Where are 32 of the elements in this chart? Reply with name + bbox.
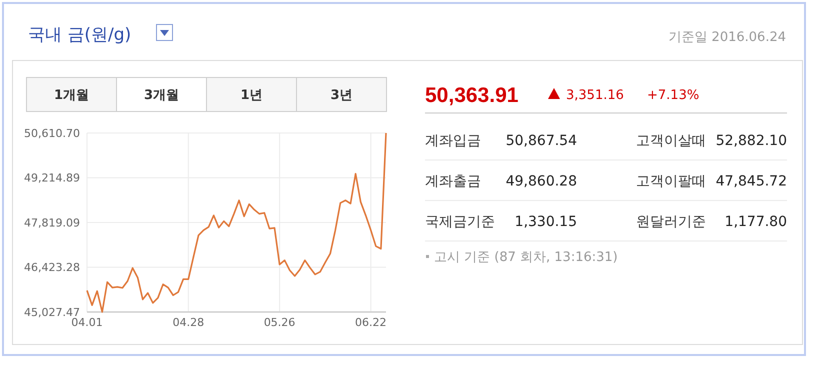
text: +7.13% bbox=[647, 88, 700, 103]
text: 52,882.10 bbox=[716, 133, 787, 149]
line-series bbox=[86, 132, 387, 313]
chart-title: 국내 금(원/g) bbox=[28, 25, 132, 45]
y-tick-label: 45,027.47 bbox=[24, 306, 80, 319]
y-tick-label: 46,423.28 bbox=[24, 261, 80, 274]
y-tick-label: 47,819.09 bbox=[24, 216, 80, 230]
text: 고객이살때 bbox=[636, 133, 706, 149]
text: 고객이팔때 bbox=[636, 174, 706, 190]
text: 국제금기준 bbox=[425, 214, 495, 230]
text: 원달러기준 bbox=[636, 214, 706, 230]
text: 3개월 bbox=[144, 88, 180, 103]
y-tick-label: 50,610.70 bbox=[24, 126, 80, 140]
x-tick-label: 04.28 bbox=[172, 316, 204, 329]
text: 계좌출금 bbox=[425, 174, 481, 190]
text: 1년 bbox=[240, 88, 263, 103]
text: 49,860.28 bbox=[506, 174, 577, 190]
text: 1,177.80 bbox=[724, 214, 787, 230]
text: 3년 bbox=[330, 88, 353, 103]
text: 고시 기준 (87 회차, 13:16:31) bbox=[434, 250, 618, 265]
text: 47,845.72 bbox=[716, 174, 787, 190]
text: 3,351.16 bbox=[566, 88, 624, 103]
text: 1,330.15 bbox=[514, 214, 577, 230]
text: 50,363.91 bbox=[425, 84, 519, 107]
y-tick-label: 49,214.89 bbox=[24, 172, 80, 185]
x-tick-label: 05.26 bbox=[264, 316, 296, 329]
x-tick-label: 06.22 bbox=[355, 316, 387, 329]
text: 기준일 2016.06.24 bbox=[668, 30, 786, 45]
x-tick-label: 04.01 bbox=[71, 316, 103, 329]
text: 1개월 bbox=[54, 88, 90, 103]
text: 계좌입금 bbox=[425, 133, 481, 149]
text: 50,867.54 bbox=[506, 133, 578, 149]
